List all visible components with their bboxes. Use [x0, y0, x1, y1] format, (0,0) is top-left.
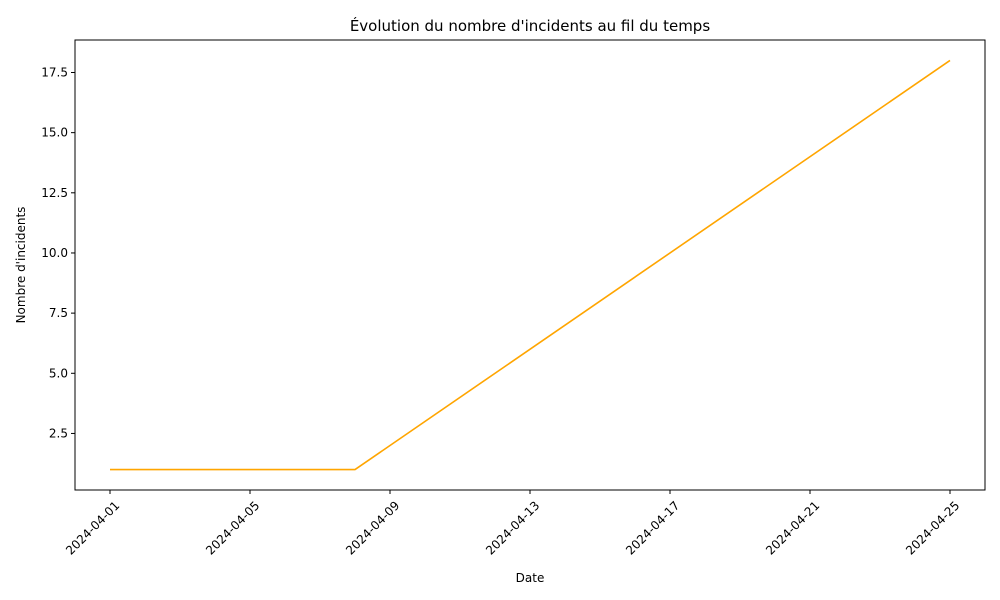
chart-title: Évolution du nombre d'incidents au fil d…: [350, 16, 711, 35]
y-tick-label: 10.0: [41, 246, 68, 260]
y-tick-label: 12.5: [41, 186, 68, 200]
x-axis-title: Date: [516, 571, 545, 585]
series-line: [110, 59, 951, 471]
y-tick-label: 15.0: [41, 126, 68, 140]
y-tick-label: 17.5: [41, 65, 68, 79]
y-tick-label: 2.5: [49, 426, 68, 440]
y-axis-title: Nombre d'incidents: [14, 207, 28, 324]
axes-frame: [74, 39, 986, 491]
y-tick-label: 5.0: [49, 366, 68, 380]
y-tick-label: 7.5: [49, 306, 68, 320]
